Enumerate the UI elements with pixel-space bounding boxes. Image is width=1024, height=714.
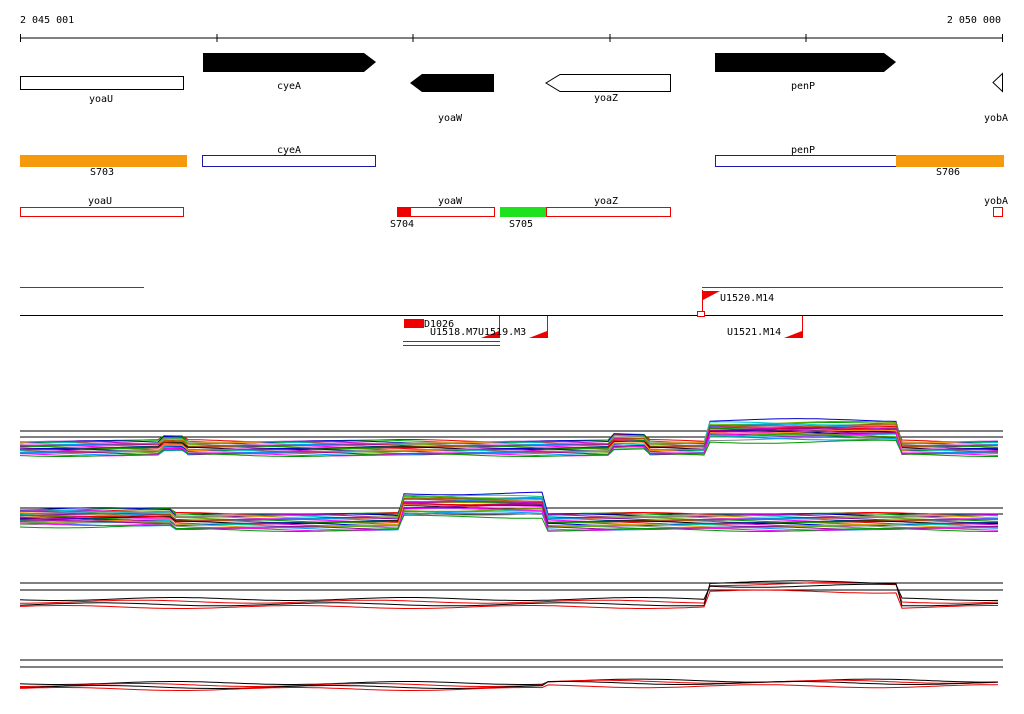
operon-label: penP [791,145,815,156]
operon-label: S706 [936,167,960,178]
operon[interactable] [20,155,187,167]
transcript-start[interactable] [397,207,410,217]
expression-tracks [19,418,1003,691]
gene-label: penP [791,81,815,92]
probe-flag [697,311,705,317]
axis-end-label: 2 050 000 [947,15,1001,26]
operon-label: S703 [90,167,114,178]
gene-label: yoaZ [594,93,618,104]
transcript[interactable] [546,207,671,217]
probe-flag[interactable] [703,291,720,300]
probe-label: D1026 [424,319,454,330]
track-curve [19,514,998,532]
probe-flag[interactable] [529,331,547,338]
transcript-label: yoaW [438,196,463,207]
operon[interactable] [896,155,1004,167]
track-curve [20,582,999,604]
transcript[interactable] [410,207,495,217]
operon[interactable] [715,155,897,167]
track-curve [19,504,999,525]
track-curve [19,439,998,457]
transcript-label: yoaZ [594,196,618,207]
operon-label: cyeA [277,145,301,156]
transcript-label: yobA [984,196,1008,207]
gene-arrow[interactable] [992,72,1003,93]
gene-label: yobA [984,113,1008,124]
track-curve [19,429,999,456]
gene-label: cyeA [277,81,301,92]
transcript-label: S705 [509,219,533,230]
axis-start-label: 2 045 001 [20,15,74,26]
probe-label: U1519.M3 [478,327,526,338]
track-curve [19,432,999,457]
track-curve [19,684,998,691]
gene-arrow[interactable] [203,53,376,72]
gene-arrow[interactable] [545,74,671,92]
transcript-start[interactable] [500,207,546,217]
transcript[interactable] [993,207,1003,217]
transcript-label: S704 [390,219,414,230]
transcript-label: yoaU [88,196,112,207]
probe-flag[interactable] [784,331,802,338]
probe[interactable] [404,319,424,328]
track-curve [19,583,999,601]
gene[interactable] [20,76,184,90]
gene-label: yoaW [438,113,463,124]
track-curve [19,678,999,685]
transcript[interactable] [20,207,184,217]
probe-label: U1521.M14 [727,327,781,338]
axis-ticks [20,34,1003,42]
probe-label: U1518.M7 [430,327,478,338]
track-curve [19,508,999,528]
gene-arrow[interactable] [715,53,896,72]
track-curve [20,679,999,687]
track-curve [19,430,999,452]
gene-arrow[interactable] [410,74,494,92]
track-curve [19,494,999,521]
probe-label: U1520.M14 [720,293,774,304]
track-curve [19,422,999,444]
track-curve [19,502,999,526]
operon[interactable] [202,155,376,167]
track-curve [19,512,999,529]
gene-label: yoaU [89,94,113,105]
probe-flag[interactable] [481,331,499,338]
track-curve [19,589,998,609]
track-curve [19,681,999,689]
track-curve [19,580,999,607]
